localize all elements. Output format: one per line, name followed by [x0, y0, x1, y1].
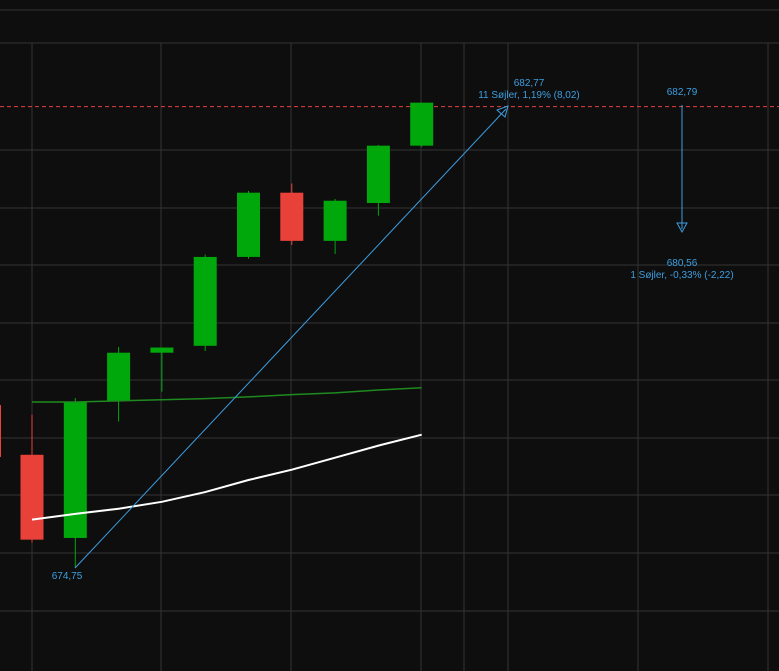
moving-average: [31, 433, 422, 521]
partial-candle: [0, 405, 1, 457]
annotation: 674,75: [52, 571, 83, 582]
annotation: 682,77: [514, 78, 545, 89]
candle-body: [150, 347, 174, 353]
plot: [0, 102, 779, 568]
measure-arrow: [74, 108, 507, 569]
moving-average: [32, 386, 422, 403]
candle-body: [107, 352, 131, 401]
candle-body: [366, 145, 390, 204]
annotation: 1 Søjler, -0,33% (-2,22): [630, 270, 733, 281]
candle-body: [20, 454, 44, 540]
annotation: 682,79: [667, 87, 698, 98]
candle-body: [410, 102, 434, 146]
annotation: 680,56: [667, 258, 698, 269]
candle-body: [237, 192, 260, 257]
grid: [0, 9, 779, 671]
candle-body: [63, 402, 87, 538]
annotation: 11 Søjler, 1,19% (8,02): [478, 90, 580, 101]
arrow-head: [676, 222, 688, 234]
measure-arrows: [74, 105, 688, 569]
candle-body: [280, 192, 304, 241]
candle-body: [323, 200, 347, 241]
candle-body: [193, 256, 217, 346]
arrow-head: [496, 105, 509, 118]
